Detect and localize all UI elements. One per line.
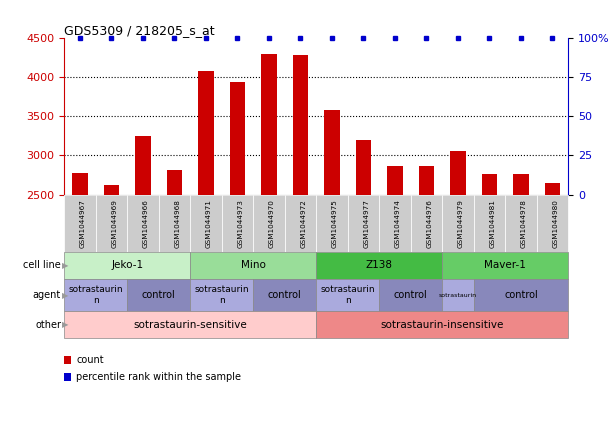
- Bar: [324, 110, 340, 195]
- Text: Maver-1: Maver-1: [485, 261, 526, 270]
- Text: sotrastaurin-insensitive: sotrastaurin-insensitive: [381, 320, 504, 330]
- Text: Mino: Mino: [241, 261, 266, 270]
- Bar: [356, 140, 371, 195]
- Text: sotrastaurin: sotrastaurin: [439, 293, 477, 297]
- Text: GSM1044972: GSM1044972: [301, 199, 307, 247]
- Text: Jeko-1: Jeko-1: [111, 261, 143, 270]
- Bar: [450, 151, 466, 195]
- Text: other: other: [35, 320, 61, 330]
- Text: cell line: cell line: [23, 261, 61, 270]
- Bar: [481, 174, 497, 195]
- Text: ▶: ▶: [62, 320, 69, 329]
- Bar: [387, 166, 403, 195]
- Text: sotrastaurin-sensitive: sotrastaurin-sensitive: [133, 320, 247, 330]
- Text: GSM1044970: GSM1044970: [269, 199, 275, 247]
- Bar: [230, 82, 245, 195]
- Text: GSM1044976: GSM1044976: [426, 199, 433, 247]
- Bar: [103, 185, 119, 195]
- Text: GSM1044967: GSM1044967: [80, 199, 86, 247]
- Text: control: control: [268, 290, 302, 300]
- Text: GSM1044979: GSM1044979: [458, 199, 464, 247]
- Text: control: control: [394, 290, 428, 300]
- Text: GSM1044978: GSM1044978: [521, 199, 527, 247]
- Bar: [261, 54, 277, 195]
- Bar: [198, 71, 214, 195]
- Text: sotrastaurin
n: sotrastaurin n: [68, 286, 123, 305]
- Text: Z138: Z138: [366, 261, 393, 270]
- Bar: [72, 173, 88, 195]
- Text: ▶: ▶: [62, 261, 69, 270]
- Text: agent: agent: [33, 290, 61, 300]
- Bar: [513, 174, 529, 195]
- Text: percentile rank within the sample: percentile rank within the sample: [76, 372, 241, 382]
- Text: ▶: ▶: [62, 291, 69, 299]
- Text: GSM1044966: GSM1044966: [143, 199, 149, 247]
- Bar: [167, 170, 182, 195]
- Text: GSM1044971: GSM1044971: [206, 199, 212, 247]
- Bar: [419, 166, 434, 195]
- Bar: [544, 183, 560, 195]
- Text: GSM1044981: GSM1044981: [489, 199, 496, 247]
- Bar: [293, 55, 309, 195]
- Text: GSM1044975: GSM1044975: [332, 199, 338, 247]
- Text: GSM1044977: GSM1044977: [364, 199, 370, 247]
- Text: control: control: [504, 290, 538, 300]
- Text: GSM1044969: GSM1044969: [111, 199, 117, 247]
- Text: sotrastaurin
n: sotrastaurin n: [320, 286, 375, 305]
- Text: GDS5309 / 218205_s_at: GDS5309 / 218205_s_at: [64, 24, 215, 37]
- Text: sotrastaurin
n: sotrastaurin n: [194, 286, 249, 305]
- Bar: [135, 136, 151, 195]
- Text: GSM1044974: GSM1044974: [395, 199, 401, 247]
- Text: GSM1044980: GSM1044980: [552, 199, 558, 247]
- Text: control: control: [142, 290, 175, 300]
- Text: count: count: [76, 355, 104, 365]
- Text: GSM1044973: GSM1044973: [238, 199, 243, 247]
- Text: GSM1044968: GSM1044968: [174, 199, 180, 247]
